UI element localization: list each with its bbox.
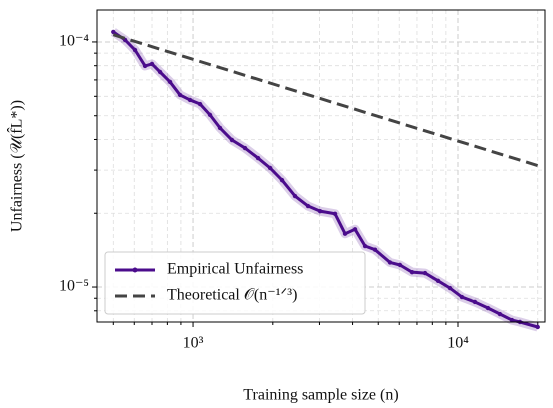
point bbox=[459, 294, 465, 300]
point bbox=[472, 299, 478, 305]
point bbox=[187, 97, 193, 103]
point bbox=[372, 247, 378, 252]
point bbox=[142, 63, 148, 69]
point bbox=[157, 69, 163, 75]
point bbox=[242, 145, 248, 151]
point bbox=[435, 278, 441, 284]
legend-label: Theoretical 𝒪(n⁻¹ᐟ³) bbox=[167, 287, 297, 304]
point bbox=[447, 285, 453, 291]
point bbox=[207, 112, 213, 118]
series-line bbox=[112, 33, 539, 168]
y-tick-label: 10⁻⁵ bbox=[59, 278, 89, 295]
series-line bbox=[112, 30, 539, 329]
point bbox=[397, 262, 403, 268]
point bbox=[409, 269, 415, 275]
point bbox=[422, 270, 428, 276]
point bbox=[485, 305, 491, 311]
plot-frame bbox=[96, 9, 546, 323]
point bbox=[149, 61, 155, 67]
point bbox=[342, 231, 348, 236]
point bbox=[167, 79, 173, 85]
point bbox=[332, 211, 338, 216]
point bbox=[509, 317, 515, 323]
point bbox=[111, 29, 116, 35]
legend-label: Empirical Unfairness bbox=[167, 261, 303, 278]
point bbox=[279, 177, 285, 183]
y-tick-label: 10⁻⁴ bbox=[59, 33, 89, 50]
point bbox=[535, 324, 540, 330]
point bbox=[177, 92, 183, 98]
point bbox=[132, 47, 138, 53]
point bbox=[497, 311, 503, 317]
legend-box bbox=[104, 251, 366, 315]
point bbox=[352, 227, 358, 232]
point bbox=[197, 101, 203, 107]
point bbox=[217, 125, 223, 131]
point bbox=[305, 203, 311, 209]
legend-marker bbox=[132, 267, 138, 273]
point bbox=[229, 137, 235, 143]
point bbox=[362, 243, 368, 249]
point bbox=[292, 193, 298, 199]
point bbox=[255, 155, 261, 161]
point bbox=[267, 165, 273, 171]
legend: Empirical Unfairness Theoretical 𝒪(n⁻¹ᐟ³) bbox=[104, 251, 366, 315]
y-axis-label: Unfairness (𝒰(f̂L*)) bbox=[6, 100, 26, 232]
point bbox=[317, 208, 323, 214]
point bbox=[387, 260, 393, 265]
x-axis-label: Training sample size (n) bbox=[243, 387, 398, 404]
x-tick-label: 10⁴ bbox=[447, 335, 469, 352]
x-tick-label: 10³ bbox=[183, 335, 204, 352]
